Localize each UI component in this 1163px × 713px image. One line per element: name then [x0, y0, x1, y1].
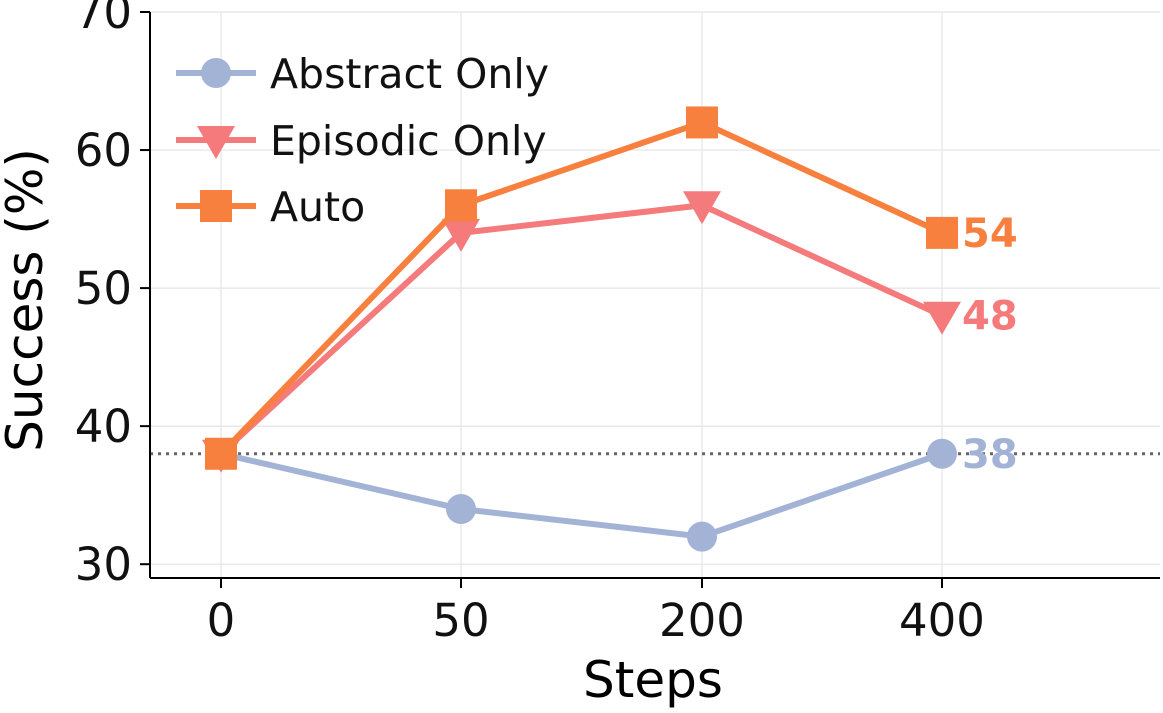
y-axis-title: Success (%) [0, 148, 54, 452]
legend-auto-marker [200, 190, 232, 222]
y-tick-label: 50 [75, 262, 132, 315]
grid-lines [150, 11, 1160, 578]
episodic-only-point [442, 218, 480, 252]
abstract-only-end-label: 38 [962, 432, 1018, 478]
legend-abstract-only-marker [201, 58, 231, 88]
auto-point [445, 189, 477, 222]
x-tick-label: 200 [659, 594, 745, 647]
legend: Abstract Only Episodic Only Auto [176, 50, 549, 231]
auto-end-label: 54 [962, 211, 1018, 257]
x-tick-label: 400 [899, 594, 985, 647]
episodic-only-line [218, 202, 944, 456]
episodic-only-end-label: 48 [962, 294, 1018, 340]
abstract-only-line [220, 450, 943, 540]
y-tick-label: 70 [75, 0, 132, 39]
abstract-only-point [446, 493, 476, 524]
legend-episodic-only-marker [197, 126, 235, 159]
legend-abstract-only-label: Abstract Only [270, 50, 549, 98]
end-labels: 38 48 54 [962, 211, 1018, 478]
legend-episodic-only-label: Episodic Only [270, 117, 547, 165]
episodic-only-point [923, 301, 961, 335]
series-group [202, 106, 961, 552]
y-tick-label: 40 [75, 400, 132, 453]
x-tick-label: 0 [207, 594, 236, 647]
auto-point [686, 106, 718, 139]
abstract-only-point [687, 521, 717, 552]
auto-line [218, 119, 944, 456]
y-tick-label: 60 [75, 124, 132, 177]
abstract-only-point [927, 438, 957, 469]
x-axis-title: Steps [583, 651, 723, 709]
axes: 30 40 50 60 70 0 50 200 400 [75, 0, 1160, 647]
episodic-only-point [683, 191, 721, 225]
auto-point [205, 437, 237, 470]
y-tick-label: 30 [75, 538, 132, 591]
x-tick-label: 50 [432, 594, 489, 647]
legend-auto-label: Auto [270, 183, 365, 231]
auto-point [926, 216, 958, 249]
